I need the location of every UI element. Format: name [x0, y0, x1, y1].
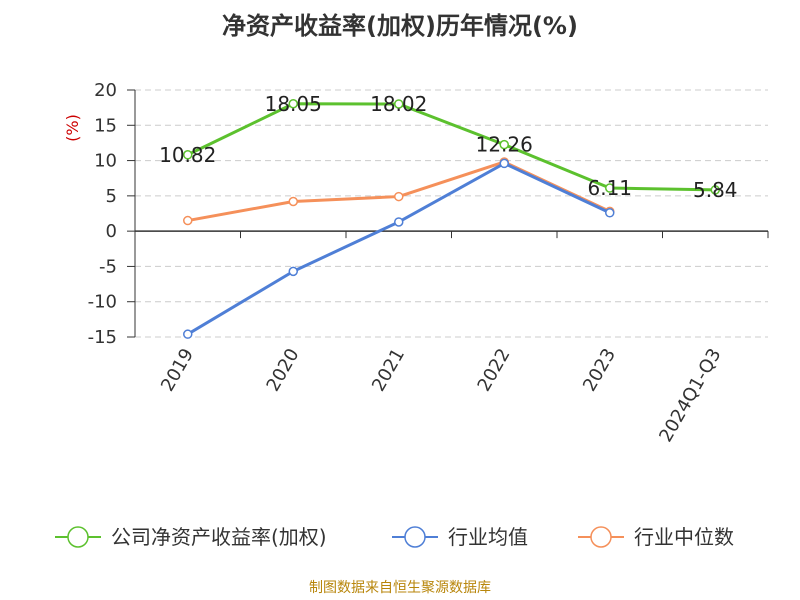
data-point	[288, 196, 298, 207]
data-label: 18.02	[370, 92, 427, 116]
data-point	[499, 139, 509, 150]
series-line	[187, 160, 611, 223]
data-point	[710, 185, 720, 195]
chart-title: 净资产收益率(加权)历年情况(%)	[222, 12, 578, 40]
axes: 20 15 10 5 0 -5 -10 -15 2019 2020 2021 2022 2023 2024…	[88, 80, 769, 446]
data-point	[394, 217, 404, 227]
y-tick-label: 0	[106, 221, 117, 242]
x-tick-label: 2024Q1-Q3	[655, 345, 725, 446]
data-label: 10.82	[159, 143, 216, 167]
data-point	[605, 208, 615, 218]
x-tick-label: 2023	[579, 345, 620, 395]
series-line	[187, 102, 716, 192]
legend-marker	[404, 526, 426, 548]
data-label: 12.26	[476, 133, 533, 157]
y-tick-label: 10	[94, 151, 117, 172]
legend: 公司净资产收益率(加权) 行业均值 行业中位数	[55, 525, 734, 549]
y-tick-label: -15	[88, 327, 117, 348]
x-tick-label: 2021	[368, 345, 409, 395]
legend-marker	[590, 526, 612, 548]
y-tick-label: -10	[88, 292, 117, 313]
series	[183, 99, 720, 339]
data-point	[183, 215, 193, 226]
data-labels: 10.82 18.05 18.02 12.26 6.11 5.84	[159, 92, 737, 202]
y-tick-label: 5	[106, 186, 117, 207]
data-label: 18.05	[265, 92, 322, 116]
data-label: 5.84	[693, 178, 738, 202]
legend-marker	[67, 526, 89, 548]
legend-label: 行业均值	[448, 525, 528, 549]
x-tick-label: 2019	[157, 345, 198, 395]
y-axis-label: (%)	[63, 114, 82, 142]
y-tick-label: 20	[94, 80, 117, 101]
source-note: 制图数据来自恒生聚源数据库	[309, 580, 491, 596]
series-line	[186, 161, 611, 336]
data-point	[605, 183, 615, 193]
data-point	[288, 99, 298, 109]
data-point	[394, 99, 404, 109]
y-tick-label: -5	[99, 256, 117, 277]
data-point	[288, 266, 298, 277]
legend-label: 公司净资产收益率(加权)	[111, 525, 327, 549]
data-point	[183, 150, 193, 160]
data-point	[394, 191, 404, 202]
data-point	[499, 158, 509, 169]
y-tick-label: 15	[94, 115, 117, 136]
legend-label: 行业中位数	[634, 525, 734, 549]
x-tick-label: 2020	[262, 345, 303, 395]
x-tick-label: 2022	[473, 345, 514, 395]
data-point	[183, 329, 193, 339]
data-label: 6.11	[587, 176, 632, 200]
